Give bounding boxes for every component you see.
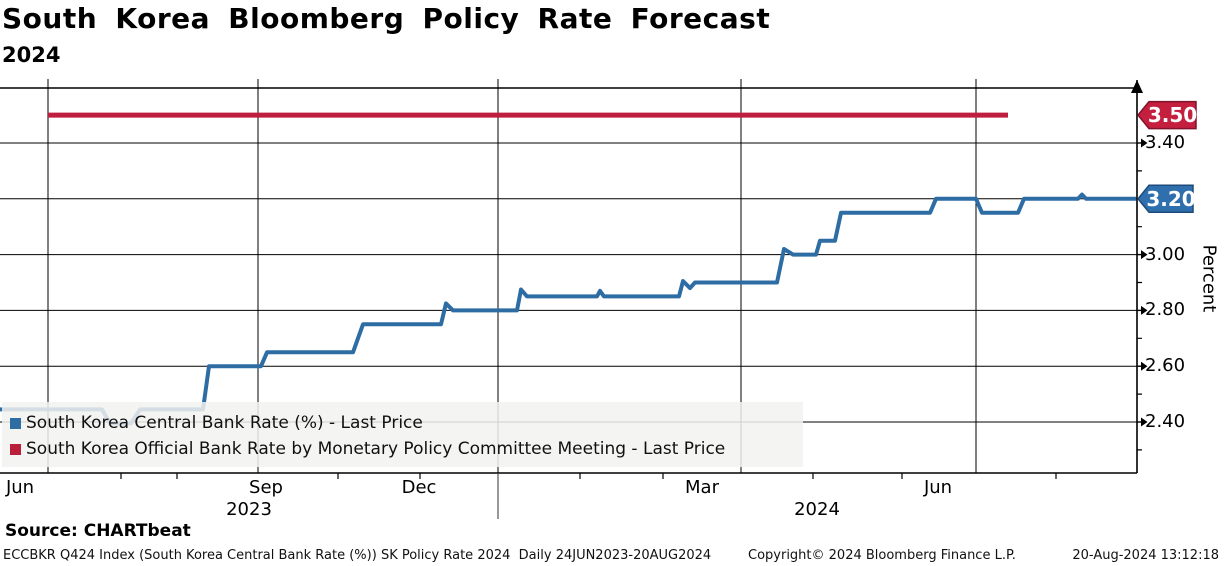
page-subtitle: 2024 (2, 43, 61, 67)
legend-label: South Korea Central Bank Rate (%) - Last… (26, 413, 423, 433)
x-axis-year-label: 2023 (226, 499, 272, 520)
vertical-gridlines (47, 79, 977, 473)
x-axis-month-label: Dec (401, 477, 437, 498)
footer-copyright: Copyright© 2024 Bloomberg Finance L.P. (748, 548, 1016, 563)
footer-index-description: ECCBKR Q424 Index (South Korea Central B… (3, 548, 712, 563)
blue-last-price-value: 3.20 (1146, 187, 1195, 211)
gridlines-layer (0, 79, 1137, 473)
y-axis-tick-arrow-icon (1141, 361, 1148, 371)
x-axis-year-label: 2024 (794, 499, 840, 520)
axis-top-arrow-icon (1131, 80, 1143, 93)
blue-series-line (0, 192, 1136, 426)
blue-series-swatch-icon (10, 417, 21, 429)
y-axis-title: Percent (1198, 244, 1220, 313)
page-title: South Korea Bloomberg Policy Rate Foreca… (2, 2, 771, 35)
source-line: Source: CHARTbeat (5, 521, 191, 541)
legend-label: South Korea Official Bank Rate by Moneta… (26, 439, 726, 459)
legend-item-official-bank-rate: South Korea Official Bank Rate by Moneta… (10, 438, 725, 460)
y-axis-tick-label: 2.80 (1145, 299, 1186, 321)
x-axis-month-label: Jun (923, 477, 953, 498)
y-axis-tick-arrow-icon (1141, 417, 1148, 427)
horizontal-gridlines (0, 142, 1137, 423)
y-axis-tick-label: 2.40 (1145, 411, 1186, 432)
y-axis-tick-label: 3.40 (1145, 132, 1186, 153)
legend-item-central-bank-rate: South Korea Central Bank Rate (%) - Last… (10, 412, 423, 434)
y-axis-minor-ticks (1137, 170, 1142, 451)
y-axis-tick-arrow-icon (1141, 305, 1148, 315)
axis-frame (0, 80, 1138, 474)
y-axis-tick-label: 2.60 (1145, 355, 1186, 377)
x-axis-minor-ticks (120, 473, 1057, 479)
series-layer (0, 112, 1136, 467)
blue-last-price-badge (1137, 184, 1194, 214)
legend-background (2, 402, 803, 467)
x-axis-month-label: Sep (249, 477, 283, 498)
red-series-swatch-icon (10, 443, 21, 455)
axes-ticks-layer (0, 80, 1148, 519)
last-price-badges-layer: 3.50 3.20 (1137, 100, 1197, 214)
x-axis-month-label: Jun (5, 477, 35, 498)
y-axis-tick-label: 3.00 (1145, 243, 1186, 265)
footer-timestamp: 20-Aug-2024 13:12:18 (1072, 548, 1219, 563)
y-axis-tick-arrow-icon (1141, 138, 1148, 148)
y-axis-tick-arrow-icon (1141, 250, 1148, 260)
red-last-price-badge (1137, 100, 1197, 130)
x-axis-month-label: Mar (685, 477, 719, 498)
red-last-price-value: 3.50 (1148, 103, 1197, 127)
